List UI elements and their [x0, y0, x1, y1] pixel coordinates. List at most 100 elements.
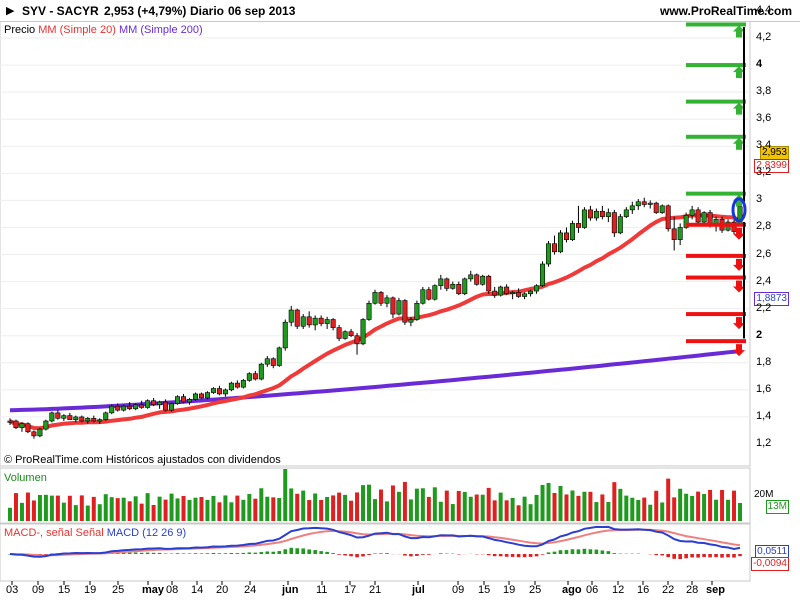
legend-macd[interactable]: MACD-,	[4, 527, 44, 539]
macd-histogram-bar	[277, 551, 282, 554]
target-arrow-up-icon	[736, 107, 742, 115]
candle-body	[282, 321, 288, 349]
macd-histogram-bar	[271, 551, 276, 554]
candle-body	[575, 223, 581, 228]
volume-bar	[720, 489, 725, 521]
candle-body	[534, 285, 540, 292]
macd-histogram-bar	[522, 554, 527, 558]
candle	[240, 379, 246, 389]
candle-body	[85, 417, 91, 422]
volume-bar	[516, 505, 521, 521]
candle-body	[498, 286, 504, 296]
legend-signal[interactable]: señal Señal	[46, 527, 104, 539]
target-level-up	[686, 63, 746, 68]
candle-body	[342, 331, 348, 339]
candle	[61, 414, 67, 421]
volume-bar	[696, 491, 701, 521]
x-tick-label: may	[142, 584, 165, 596]
legend-macd-params[interactable]: MACD (12 26 9)	[106, 527, 187, 539]
period-label: Diario	[190, 4, 225, 18]
macd-histogram-bar	[199, 553, 204, 554]
x-tick-label: 25	[529, 584, 542, 596]
candle	[79, 415, 85, 423]
macd-histogram-bar	[558, 550, 563, 554]
candle	[354, 333, 360, 355]
macd-histogram-bar	[504, 554, 509, 557]
candle	[528, 289, 534, 297]
volume-bar	[313, 493, 318, 521]
candle-body	[330, 319, 336, 328]
copyright-note: © ProRealTime.com Históricos ajustados c…	[4, 454, 281, 466]
target-arrow-up-head-icon	[733, 137, 745, 144]
candle-body	[396, 300, 402, 315]
volume-bar	[67, 495, 72, 521]
candle-body	[384, 297, 390, 304]
candle	[25, 422, 31, 434]
target-arrow-down-head-icon	[733, 323, 745, 330]
macd-histogram-bar	[606, 551, 611, 554]
candle	[198, 392, 204, 400]
volume-bar	[678, 488, 683, 521]
volume-bar	[55, 495, 60, 521]
candle-body	[647, 202, 653, 205]
candle-body	[528, 290, 534, 295]
volume-bar	[498, 492, 503, 521]
candle	[396, 297, 402, 316]
volume-bar	[109, 497, 114, 521]
volume-bar	[690, 495, 695, 521]
macd-histogram-bar	[510, 554, 515, 557]
target-level-down	[686, 222, 746, 227]
x-tick-label: 25	[112, 584, 125, 596]
header-arrow-icon[interactable]: ▶	[6, 5, 15, 17]
candle-body	[390, 297, 396, 315]
candle-body	[653, 202, 659, 213]
candle-body	[540, 263, 546, 286]
candle-body	[665, 205, 671, 230]
target-level-down	[686, 339, 746, 344]
x-tick-label: sep	[706, 584, 725, 596]
volume-panel-label: Volumen	[4, 472, 47, 484]
y-tick-label: 4	[756, 58, 763, 71]
x-tick-label: 14	[191, 584, 204, 596]
macd-histogram-bar	[427, 554, 431, 555]
candle	[294, 308, 300, 329]
candle-body	[31, 431, 37, 437]
volume-bar	[283, 469, 288, 521]
macd-histogram-bar	[486, 554, 491, 556]
candle-body	[43, 420, 49, 430]
candle	[175, 395, 181, 405]
macd-histogram-bar	[498, 554, 503, 557]
macd-histogram-bar	[594, 549, 599, 554]
candle	[127, 402, 133, 411]
y-tick-label: 1,8	[756, 355, 772, 368]
volume-bar	[373, 499, 377, 521]
candle	[222, 388, 228, 397]
volume-bar	[510, 497, 515, 521]
candle	[689, 205, 695, 220]
macd-histogram-bar	[576, 549, 581, 554]
site-label[interactable]: www.ProRealTime.com	[660, 4, 793, 18]
candle	[252, 370, 258, 381]
legend-ma20[interactable]: MM (Simple 20)	[38, 24, 116, 36]
volume-bar	[13, 493, 18, 521]
target-arrow-down-icon	[736, 280, 742, 288]
candle	[133, 403, 139, 411]
candle	[372, 289, 378, 305]
candle	[629, 201, 635, 214]
candle-body	[569, 223, 575, 240]
candle	[438, 274, 444, 290]
candle-body	[228, 382, 234, 391]
macd-histogram-bar	[552, 551, 557, 554]
candle	[19, 422, 25, 432]
candle-body	[276, 347, 282, 366]
volume-bar	[660, 502, 665, 521]
candle-body	[175, 396, 181, 404]
legend-ma200[interactable]: MM (Simple 200)	[118, 24, 203, 36]
volume-bar	[612, 482, 617, 521]
x-tick-label: 15	[58, 584, 71, 596]
price-change-label: 2,953 (+4,79%)	[104, 4, 187, 18]
candle-body	[312, 317, 318, 326]
volume-bar	[127, 501, 132, 521]
volume-bar	[648, 504, 653, 521]
candle	[300, 314, 306, 329]
